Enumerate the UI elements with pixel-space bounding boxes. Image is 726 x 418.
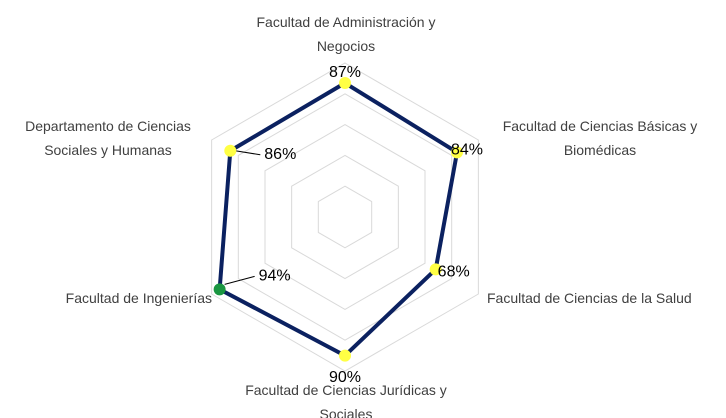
point xyxy=(213,283,226,296)
point xyxy=(339,77,351,90)
grid-ring xyxy=(237,93,453,341)
axis-label: Facultad de Ciencias Básicas y Biomédica… xyxy=(502,118,698,158)
grid-ring xyxy=(291,154,399,280)
grid-ring xyxy=(211,62,479,372)
series-line xyxy=(217,81,460,358)
point xyxy=(224,144,237,157)
point xyxy=(451,146,464,159)
data-label: 87% xyxy=(329,64,361,81)
axis-label: Facultad de Ciencias de la Salud xyxy=(487,290,692,306)
axis-label: Departamento de Ciencias Sociales y Huma… xyxy=(25,118,191,158)
axis-label: Facultad de Ingenierías xyxy=(65,290,212,306)
data-label: 90% xyxy=(329,369,361,386)
grid-ring xyxy=(264,124,426,310)
data-label: 84% xyxy=(451,142,483,159)
point xyxy=(429,263,442,276)
leader-line xyxy=(235,150,261,156)
data-label: 86% xyxy=(264,146,296,163)
data-label: 68% xyxy=(438,264,470,281)
axis-label: Facultad de Ciencias Jurídicas y Sociale… xyxy=(245,382,447,418)
axis-label: Facultad de Administración y Negocios xyxy=(256,14,436,54)
leader-line xyxy=(224,275,255,285)
point xyxy=(339,349,351,362)
grid-ring xyxy=(317,185,373,249)
data-label: 94% xyxy=(259,268,291,285)
